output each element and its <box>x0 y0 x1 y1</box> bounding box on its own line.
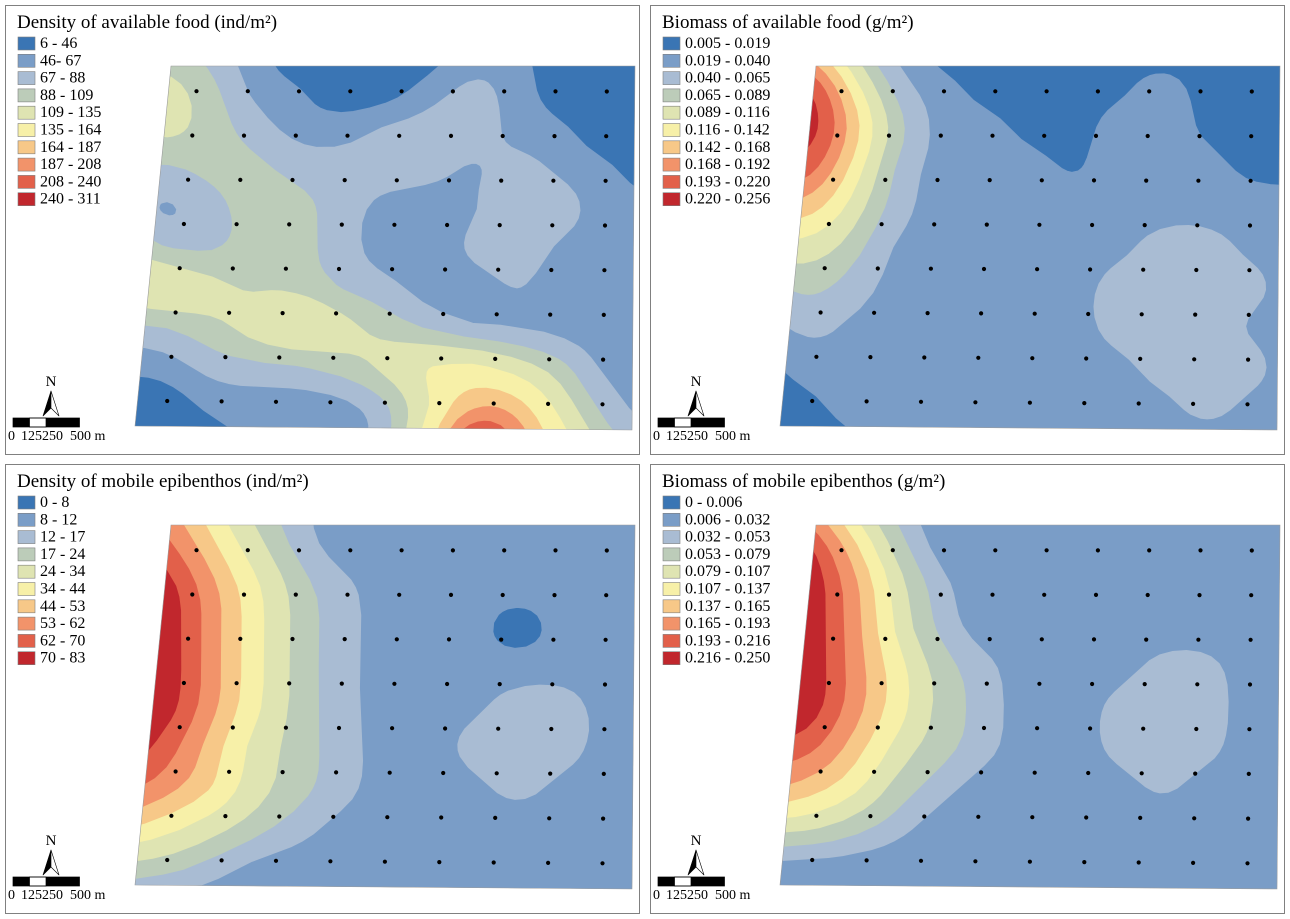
svg-text:135 - 164: 135 - 164 <box>40 122 101 139</box>
svg-text:0.079 - 0.107: 0.079 - 0.107 <box>685 563 770 580</box>
svg-text:0.019 - 0.040: 0.019 - 0.040 <box>685 52 770 69</box>
svg-text:24 - 34: 24 - 34 <box>40 563 85 580</box>
svg-text:0 - 8: 0 - 8 <box>40 494 69 511</box>
svg-text:67 - 88: 67 - 88 <box>40 70 85 87</box>
svg-text:109 - 135: 109 - 135 <box>40 104 101 121</box>
svg-text:500 m: 500 m <box>715 429 751 444</box>
svg-text:0.089 - 0.116: 0.089 - 0.116 <box>685 104 770 121</box>
svg-text:500 m: 500 m <box>715 888 751 903</box>
svg-text:0.005 - 0.019: 0.005 - 0.019 <box>685 35 770 52</box>
svg-text:500 m: 500 m <box>70 888 106 903</box>
svg-text:0.053 - 0.079: 0.053 - 0.079 <box>685 546 770 563</box>
svg-text:6 - 46: 6 - 46 <box>40 35 77 52</box>
svg-text:17 - 24: 17 - 24 <box>40 546 85 563</box>
svg-text:N: N <box>691 833 702 849</box>
svg-text:44 - 53: 44 - 53 <box>40 598 85 615</box>
svg-text:12 - 17: 12 - 17 <box>40 529 85 546</box>
svg-text:187 - 208: 187 - 208 <box>40 156 101 173</box>
svg-text:70 - 83: 70 - 83 <box>40 650 85 667</box>
svg-text:Density of available food (ind: Density of available food (ind/m²) <box>17 12 277 33</box>
svg-text:Biomass of mobile epibenthos (: Biomass of mobile epibenthos (g/m²) <box>662 471 945 492</box>
svg-text:125250: 125250 <box>21 429 63 444</box>
svg-text:0.168 - 0.192: 0.168 - 0.192 <box>685 156 770 173</box>
svg-text:8 - 12: 8 - 12 <box>40 511 77 528</box>
svg-text:34 - 44: 34 - 44 <box>40 581 85 598</box>
svg-text:125250: 125250 <box>666 888 708 903</box>
svg-text:0.220 - 0.256: 0.220 - 0.256 <box>685 191 770 208</box>
svg-text:N: N <box>691 374 702 390</box>
svg-text:0.107 - 0.137: 0.107 - 0.137 <box>685 581 770 598</box>
svg-text:N: N <box>46 833 57 849</box>
svg-text:0.165 - 0.193: 0.165 - 0.193 <box>685 615 770 632</box>
svg-text:0.193 - 0.220: 0.193 - 0.220 <box>685 173 770 190</box>
svg-text:Biomass of available food (g/m: Biomass of available food (g/m²) <box>662 12 914 33</box>
svg-text:0.065 - 0.089: 0.065 - 0.089 <box>685 87 770 104</box>
svg-text:53 - 62: 53 - 62 <box>40 615 85 632</box>
svg-text:0.137 - 0.165: 0.137 - 0.165 <box>685 598 770 615</box>
svg-text:240 - 311: 240 - 311 <box>40 191 101 208</box>
svg-text:0.193 - 0.216: 0.193 - 0.216 <box>685 632 770 649</box>
svg-text:0.006 - 0.032: 0.006 - 0.032 <box>685 511 770 528</box>
svg-text:62 - 70: 62 - 70 <box>40 632 85 649</box>
svg-text:46- 67: 46- 67 <box>40 52 81 69</box>
svg-text:125250: 125250 <box>21 888 63 903</box>
svg-text:0: 0 <box>653 888 660 903</box>
svg-text:N: N <box>46 374 57 390</box>
svg-text:Density of mobile epibenthos (: Density of mobile epibenthos (ind/m²) <box>17 471 309 492</box>
svg-text:0: 0 <box>8 888 15 903</box>
svg-text:208 - 240: 208 - 240 <box>40 173 101 190</box>
svg-text:0: 0 <box>8 429 15 444</box>
svg-text:88 - 109: 88 - 109 <box>40 87 93 104</box>
svg-text:0.032 - 0.053: 0.032 - 0.053 <box>685 529 770 546</box>
svg-text:0.040 - 0.065: 0.040 - 0.065 <box>685 70 770 87</box>
svg-text:500 m: 500 m <box>70 429 106 444</box>
svg-text:0: 0 <box>653 429 660 444</box>
svg-text:0.142 - 0.168: 0.142 - 0.168 <box>685 139 770 156</box>
svg-text:164 - 187: 164 - 187 <box>40 139 101 156</box>
svg-text:0.216 - 0.250: 0.216 - 0.250 <box>685 650 770 667</box>
svg-text:0.116 - 0.142: 0.116 - 0.142 <box>685 122 770 139</box>
svg-text:0 - 0.006: 0 - 0.006 <box>685 494 742 511</box>
svg-text:125250: 125250 <box>666 429 708 444</box>
